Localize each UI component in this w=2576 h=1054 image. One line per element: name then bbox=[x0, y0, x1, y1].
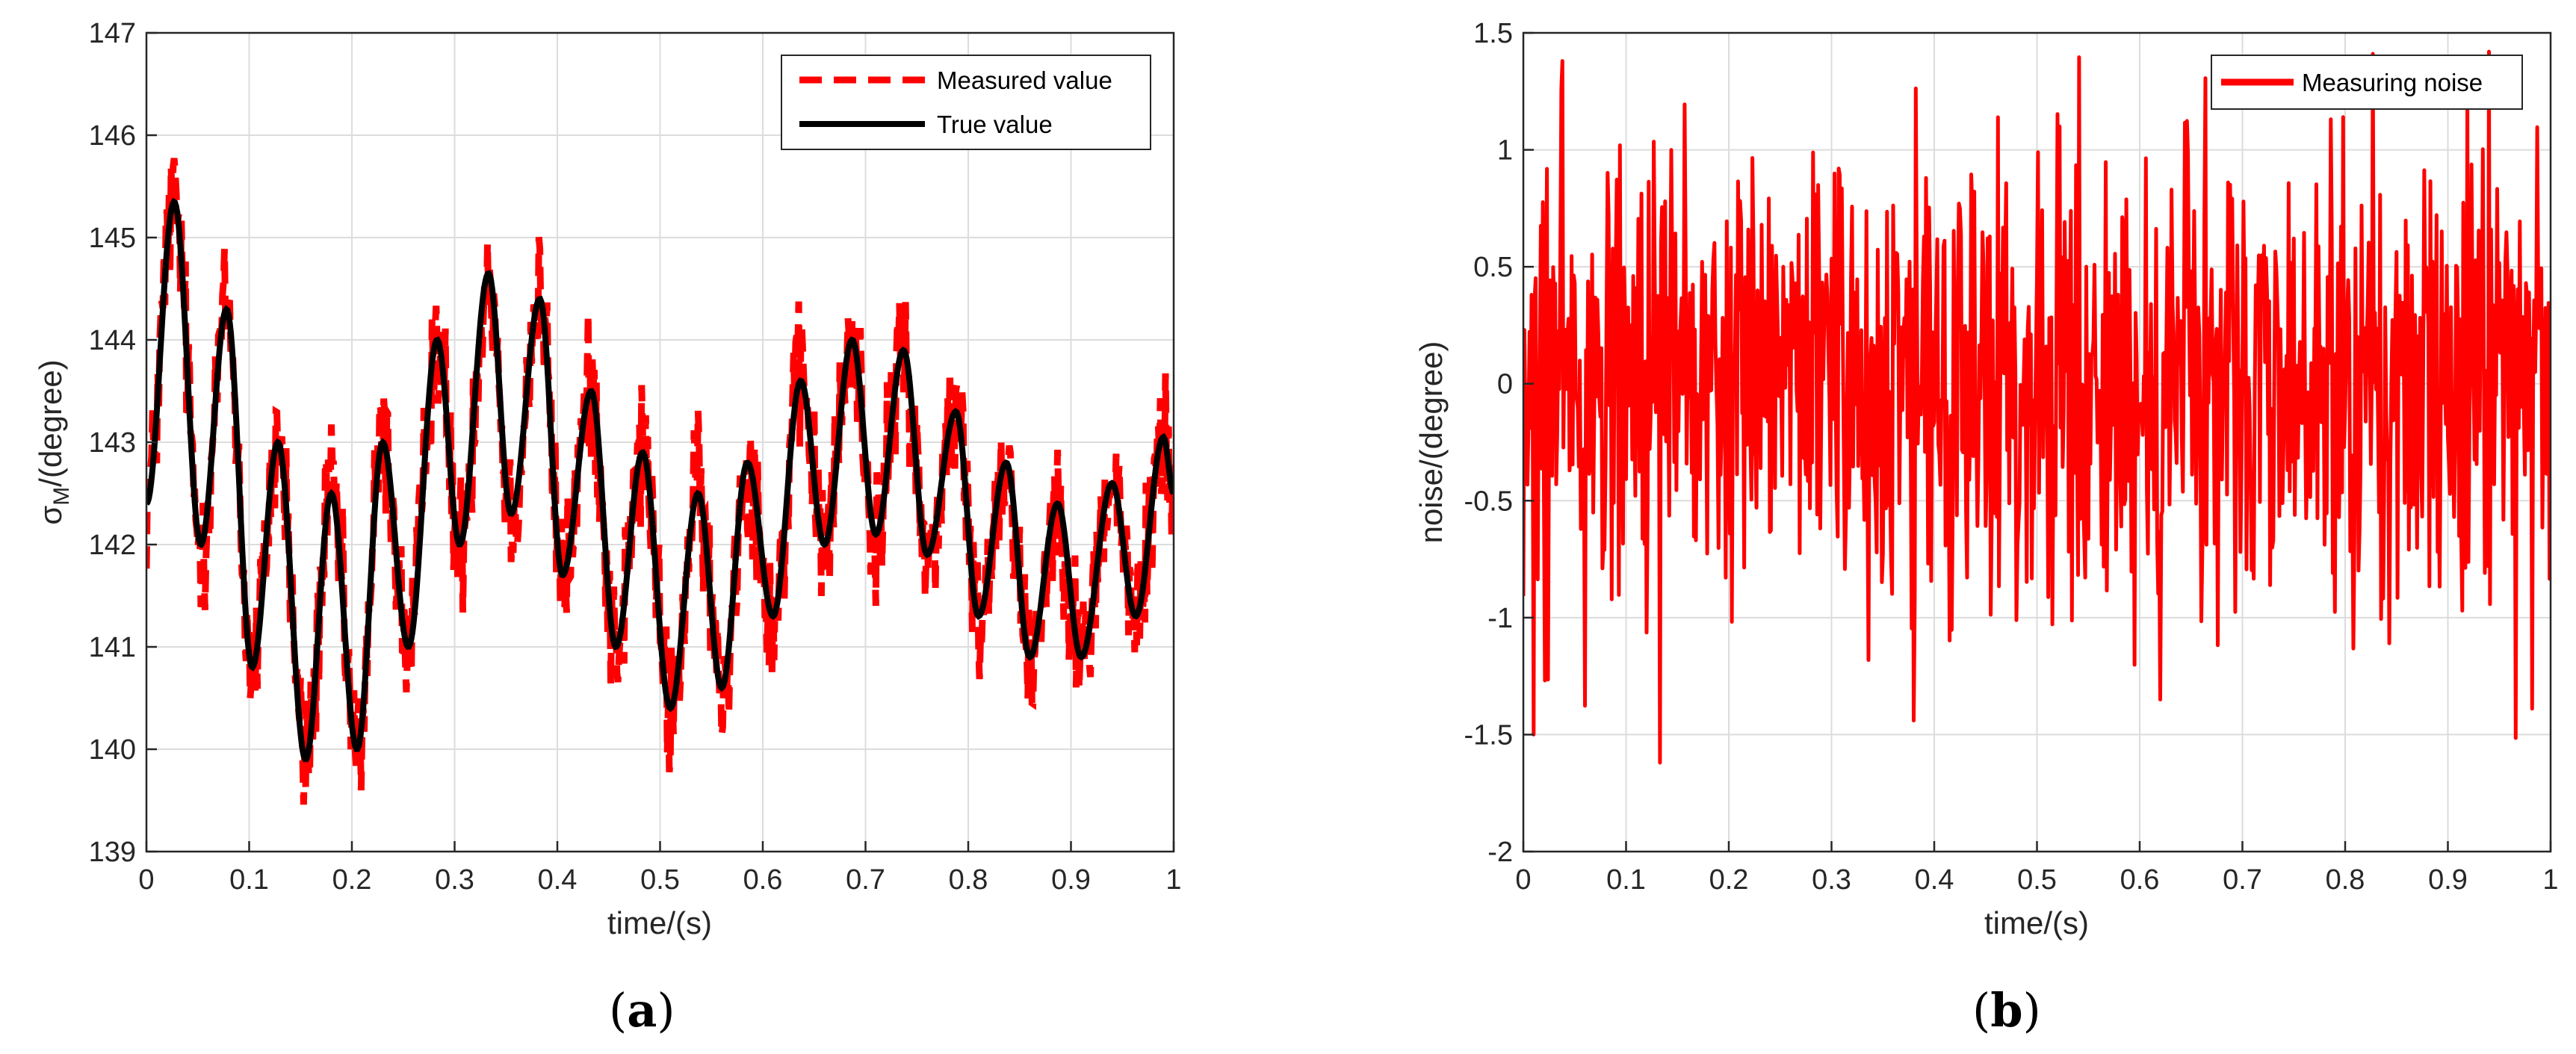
chart-a-x-tick-label: 0.3 bbox=[435, 864, 474, 896]
chart-a: 0 0.1 0.2 0.3 0.4 0.5 0.6 0.7 0.8 0.9 1 139 140 141 14… bbox=[33, 18, 1182, 1038]
chart-b-caption: (b) bbox=[1972, 983, 2041, 1038]
chart-a-x-tick-label: 0.1 bbox=[229, 864, 269, 896]
chart-a-y-axis-label-main: σ bbox=[33, 506, 68, 525]
chart-b-y-tick-label: 0.5 bbox=[1473, 252, 1513, 283]
chart-b-x-tick-label: 0.8 bbox=[2326, 864, 2365, 896]
chart-b-x-tick-label: 0 bbox=[1515, 864, 1531, 896]
chart-b-y-axis-label: noise/(degree) bbox=[1414, 341, 1449, 544]
chart-a-y-tick-label: 145 bbox=[89, 223, 136, 254]
chart-b-x-tick-label: 0.2 bbox=[1709, 864, 1749, 896]
chart-b-x-tick-label: 0.4 bbox=[1915, 864, 1954, 896]
chart-b-x-axis-label: time/(s) bbox=[1984, 905, 2089, 940]
chart-a-legend-label-true: True value bbox=[937, 111, 1053, 138]
chart-a-caption: (a) bbox=[609, 983, 675, 1038]
chart-a-x-tick-label: 0.4 bbox=[538, 864, 578, 896]
chart-b-x-tick-label: 0.6 bbox=[2120, 864, 2160, 896]
chart-a-legend-label-measured: Measured value bbox=[937, 66, 1112, 94]
chart-a-x-tick-label: 0 bbox=[138, 864, 154, 896]
chart-b-y-tick-label: 1.5 bbox=[1473, 18, 1513, 49]
chart-b-x-tick-label: 0.9 bbox=[2428, 864, 2468, 896]
chart-a-y-tick-label: 140 bbox=[89, 734, 136, 766]
chart-b-y-tick-label: -2 bbox=[1487, 837, 1513, 868]
chart-a-x-tick-label: 0.2 bbox=[332, 864, 372, 896]
chart-b-caption-open: ( bbox=[1972, 983, 1990, 1038]
chart-a-y-tick-label: 142 bbox=[89, 530, 136, 561]
chart-b-series-measuring-noise bbox=[1523, 49, 2551, 765]
chart-a-y-axis-label-rest: /(degree) bbox=[33, 359, 68, 486]
chart-b-caption-close: ) bbox=[2023, 983, 2041, 1038]
chart-b-x-tick-label: 1 bbox=[2542, 864, 2558, 896]
chart-a-caption-open: ( bbox=[609, 983, 627, 1038]
chart-b-x-tick-label: 0.5 bbox=[2017, 864, 2057, 896]
chart-b-y-tick-label: -1.5 bbox=[1464, 719, 1513, 751]
chart-b-y-tick-label: -0.5 bbox=[1464, 486, 1513, 517]
chart-b-ticks: 0 0.1 0.2 0.3 0.4 0.5 0.6 0.7 0.8 0.9 1 -2 -1.5 -1 -0.… bbox=[1464, 18, 2559, 896]
chart-a-x-tick-label: 1 bbox=[1165, 864, 1181, 896]
chart-a-legend-box bbox=[781, 55, 1151, 150]
chart-a-y-axis-label-sub: M bbox=[49, 487, 74, 506]
chart-a-y-tick-label: 146 bbox=[89, 120, 136, 152]
chart-b-y-tick-label: -1 bbox=[1487, 603, 1513, 634]
chart-b-legend-label: Measuring noise bbox=[2302, 69, 2483, 96]
chart-a-x-tick-label: 0.9 bbox=[1051, 864, 1091, 896]
chart-b-x-tick-label: 0.3 bbox=[1812, 864, 1851, 896]
chart-b-x-tick-label: 0.7 bbox=[2223, 864, 2262, 896]
chart-a-ticks: 0 0.1 0.2 0.3 0.4 0.5 0.6 0.7 0.8 0.9 1 139 140 141 14… bbox=[89, 18, 1182, 896]
chart-a-caption-close: ) bbox=[657, 983, 675, 1038]
chart-b-y-tick-label: 1 bbox=[1497, 135, 1513, 167]
chart-b-caption-letter: b bbox=[1990, 983, 2022, 1038]
chart-a-x-tick-label: 0.6 bbox=[743, 864, 783, 896]
chart-b: 0 0.1 0.2 0.3 0.4 0.5 0.6 0.7 0.8 0.9 1 -2 -1.5 -1 -0.… bbox=[1414, 18, 2559, 1038]
chart-a-x-tick-label: 0.5 bbox=[640, 864, 680, 896]
chart-a-y-tick-label: 141 bbox=[89, 632, 136, 663]
chart-a-x-tick-label: 0.7 bbox=[846, 864, 885, 896]
chart-b-y-tick-label: 0 bbox=[1497, 369, 1513, 400]
chart-a-y-tick-label: 139 bbox=[89, 837, 136, 868]
chart-a-y-tick-label: 147 bbox=[89, 18, 136, 49]
chart-a-series-true-value bbox=[146, 197, 1174, 763]
chart-a-x-tick-label: 0.8 bbox=[949, 864, 988, 896]
chart-a-y-axis-label: σM/(degree) bbox=[33, 359, 74, 524]
chart-a-y-tick-label: 144 bbox=[89, 325, 136, 356]
chart-a-y-tick-label: 143 bbox=[89, 427, 136, 459]
chart-a-legend: Measured value True value bbox=[781, 55, 1151, 150]
chart-a-caption-letter: a bbox=[627, 983, 657, 1038]
chart-b-legend: Measuring noise bbox=[2211, 55, 2523, 110]
chart-b-x-tick-label: 0.1 bbox=[1606, 864, 1646, 896]
chart-a-x-axis-label: time/(s) bbox=[607, 905, 712, 940]
